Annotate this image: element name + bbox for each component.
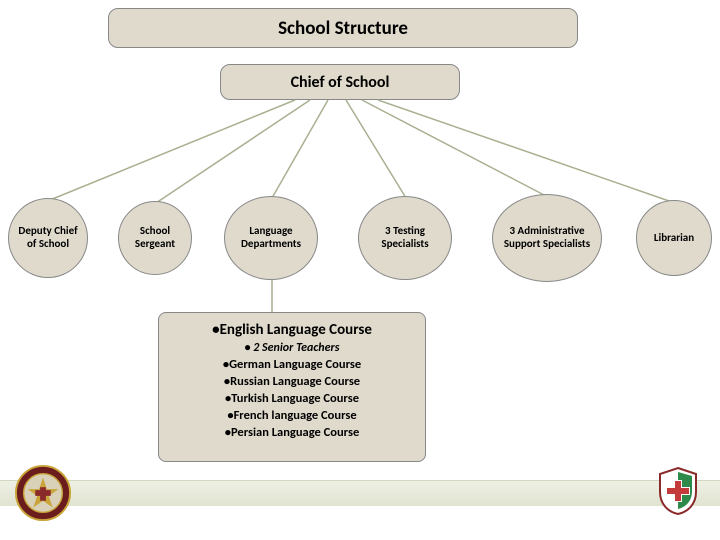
footer-band bbox=[0, 480, 720, 506]
bullet: • bbox=[245, 341, 251, 355]
node-admin: 3 Administrative Support Specialists bbox=[492, 194, 602, 282]
detail-sub: • 2 Senior Teachers bbox=[169, 341, 415, 355]
detail-main: •English Language Course bbox=[169, 321, 415, 339]
detail-sub-text: 2 Senior Teachers bbox=[253, 341, 339, 355]
root-node: Chief of School bbox=[220, 64, 460, 100]
detail-item: •Turkish Language Course bbox=[169, 391, 415, 408]
bullet: • bbox=[212, 321, 219, 339]
title-box: School Structure bbox=[108, 8, 578, 48]
logo-right bbox=[656, 466, 700, 516]
detail-item: •Russian Language Course bbox=[169, 374, 415, 391]
node-librarian: Librarian bbox=[636, 200, 712, 276]
detail-item: •German Language Course bbox=[169, 357, 415, 374]
node-lang: Language Departments bbox=[224, 196, 318, 280]
node-testing: 3 Testing Specialists bbox=[358, 196, 452, 280]
detail-main-text: English Language Course bbox=[220, 321, 372, 339]
detail-items: •German Language Course•Russian Language… bbox=[169, 357, 415, 441]
node-deputy: Deputy Chief of School bbox=[8, 198, 88, 278]
detail-item: •French language Course bbox=[169, 408, 415, 425]
root-label: Chief of School bbox=[291, 73, 390, 92]
logo-left bbox=[14, 464, 72, 522]
detail-box: •English Language Course • 2 Senior Teac… bbox=[158, 312, 426, 462]
title-text: School Structure bbox=[278, 17, 408, 40]
node-sergeant: School Sergeant bbox=[118, 201, 192, 275]
detail-item: •Persian Language Course bbox=[169, 425, 415, 442]
